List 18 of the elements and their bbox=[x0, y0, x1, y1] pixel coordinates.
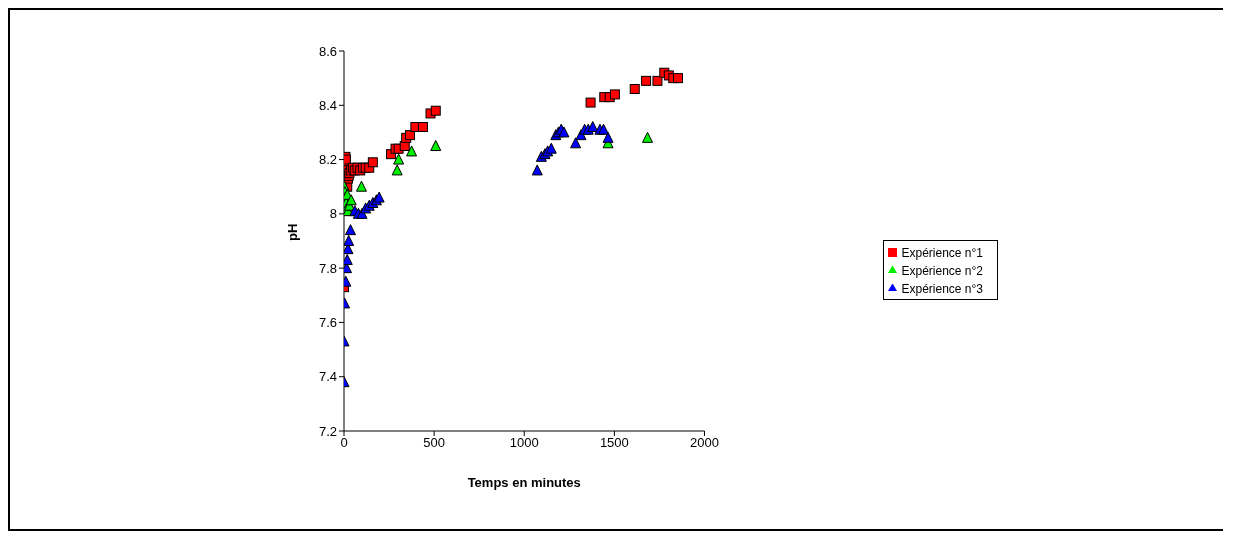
y-tick-label: 7.6 bbox=[318, 315, 337, 331]
x-tick-label: 1000 bbox=[509, 435, 539, 451]
y-tick-label: 7.2 bbox=[318, 423, 337, 439]
legend-label: Expérience n°1 bbox=[901, 245, 983, 260]
x-tick-label: 2000 bbox=[690, 435, 719, 451]
y-tick-label: 8.4 bbox=[318, 97, 337, 113]
y-tick-label: 7.8 bbox=[318, 260, 337, 276]
legend-label: Expérience n°3 bbox=[901, 281, 983, 296]
legend-label: Expérience n°2 bbox=[901, 263, 983, 278]
x-tick-label: 0 bbox=[340, 435, 348, 451]
x-axis-title: Temps en minutes bbox=[467, 475, 581, 490]
x-tick-label: 1500 bbox=[599, 435, 629, 451]
x-tick-label: 500 bbox=[423, 435, 445, 451]
y-tick-label: 8.2 bbox=[318, 152, 337, 168]
y-axis-title: pH bbox=[284, 223, 300, 241]
y-tick-label: 7.4 bbox=[318, 369, 337, 385]
y-tick-label: 8 bbox=[329, 206, 337, 222]
y-tick-label: 8.6 bbox=[318, 43, 337, 59]
